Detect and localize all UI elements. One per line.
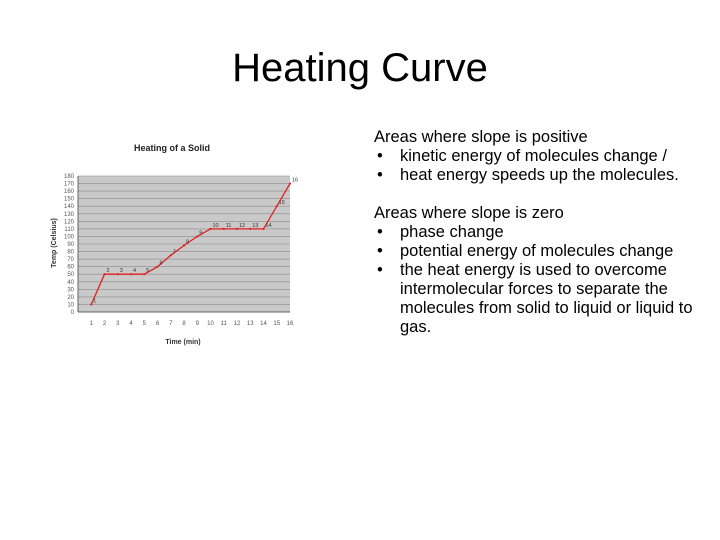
data-point bbox=[169, 254, 172, 257]
y-tick-label: 80 bbox=[67, 250, 74, 256]
positive-slope-item: heat energy speeds up the molecules. bbox=[374, 166, 694, 185]
x-tick-label: 6 bbox=[156, 321, 160, 327]
data-point bbox=[288, 182, 292, 185]
x-tick-label: 2 bbox=[103, 321, 107, 327]
x-tick-label: 16 bbox=[287, 321, 294, 327]
y-tick-label: 70 bbox=[67, 257, 74, 263]
zero-slope-heading: Areas where slope is zero bbox=[374, 204, 564, 222]
x-tick-label: 13 bbox=[247, 321, 254, 327]
zero-slope-item: potential energy of molecules change bbox=[374, 242, 694, 261]
y-tick-label: 30 bbox=[67, 287, 74, 293]
x-tick-label: 14 bbox=[260, 321, 267, 327]
data-point-label: 14 bbox=[266, 223, 272, 229]
data-point bbox=[90, 303, 93, 306]
x-tick-label: 12 bbox=[234, 321, 241, 327]
positive-slope-item: kinetic energy of molecules change / bbox=[374, 147, 694, 166]
positive-slope-heading: Areas where slope is positive bbox=[374, 128, 588, 146]
slide-title: Heating Curve bbox=[232, 46, 488, 90]
data-point bbox=[222, 227, 225, 230]
x-tick-label: 5 bbox=[143, 321, 147, 327]
data-point-label: 16 bbox=[292, 178, 298, 184]
y-tick-label: 100 bbox=[64, 234, 75, 240]
heating-chart-svg: Heating of a Solid Temp (Celsius) Time (… bbox=[51, 143, 298, 346]
y-axis-label: Temp (Celsius) bbox=[51, 218, 58, 268]
x-tick-label: 9 bbox=[196, 321, 200, 327]
data-point bbox=[275, 205, 278, 208]
data-point-label: 1 bbox=[93, 298, 96, 304]
data-point bbox=[116, 273, 119, 276]
y-tick-label: 160 bbox=[64, 189, 75, 195]
positive-slope-block: Areas where slope is positive kinetic en… bbox=[374, 128, 694, 185]
y-tick-label: 90 bbox=[67, 242, 74, 248]
data-point-label: 15 bbox=[279, 200, 285, 206]
y-tick-label: 120 bbox=[64, 219, 75, 225]
heating-chart: Heating of a Solid Temp (Celsius) Time (… bbox=[40, 130, 310, 360]
data-point bbox=[129, 273, 133, 276]
x-axis-label: Time (min) bbox=[165, 339, 200, 346]
x-tick-label: 8 bbox=[182, 321, 186, 327]
data-point bbox=[103, 273, 106, 276]
data-point bbox=[209, 227, 212, 230]
data-point-label: 2 bbox=[107, 268, 110, 274]
y-tick-label: 110 bbox=[64, 227, 74, 233]
y-tick-label: 60 bbox=[67, 265, 74, 271]
data-point-label: 4 bbox=[133, 268, 136, 274]
data-point-label: 13 bbox=[252, 223, 258, 229]
zero-slope-block: Areas where slope is zero phase change p… bbox=[374, 204, 694, 337]
data-point-label: 6 bbox=[160, 261, 163, 267]
data-point-label: 11 bbox=[226, 223, 232, 229]
explanation-text: Areas where slope is positive kinetic en… bbox=[374, 128, 694, 356]
x-tick-label: 3 bbox=[116, 321, 120, 327]
y-tick-label: 140 bbox=[64, 204, 75, 210]
y-tick-label: 150 bbox=[64, 197, 75, 203]
x-tick-label: 10 bbox=[207, 321, 214, 327]
data-point bbox=[156, 265, 159, 268]
x-tick-label: 15 bbox=[273, 321, 280, 327]
y-tick-label: 170 bbox=[64, 182, 75, 188]
data-point-label: 7 bbox=[173, 249, 176, 255]
x-tick-label: 4 bbox=[129, 321, 133, 327]
x-tick-label: 1 bbox=[90, 321, 94, 327]
data-point-label: 12 bbox=[239, 223, 245, 229]
y-tick-label: 50 bbox=[67, 272, 74, 278]
data-point-label: 5 bbox=[146, 268, 149, 274]
zero-slope-item: the heat energy is used to overcome inte… bbox=[374, 261, 694, 337]
data-point bbox=[196, 235, 199, 238]
y-tick-label: 130 bbox=[64, 212, 75, 218]
zero-slope-item: phase change bbox=[374, 223, 694, 242]
x-tick-label: 7 bbox=[169, 321, 173, 327]
x-tick-label: 11 bbox=[221, 321, 228, 327]
y-tick-label: 180 bbox=[64, 174, 75, 180]
y-tick-label: 20 bbox=[67, 295, 74, 301]
chart-title: Heating of a Solid bbox=[134, 143, 210, 153]
data-point bbox=[235, 227, 239, 230]
data-point-label: 9 bbox=[199, 230, 202, 236]
data-point-label: 8 bbox=[186, 240, 189, 246]
data-point bbox=[143, 273, 146, 276]
data-point-label: 10 bbox=[213, 223, 219, 229]
data-point-label: 3 bbox=[120, 268, 123, 274]
data-point bbox=[262, 227, 265, 230]
y-tick-label: 40 bbox=[67, 280, 74, 286]
data-point bbox=[249, 227, 252, 230]
series-line bbox=[90, 183, 291, 305]
y-tick-label: 10 bbox=[67, 302, 74, 308]
data-point bbox=[182, 244, 186, 247]
y-tick-label: 0 bbox=[71, 310, 75, 316]
